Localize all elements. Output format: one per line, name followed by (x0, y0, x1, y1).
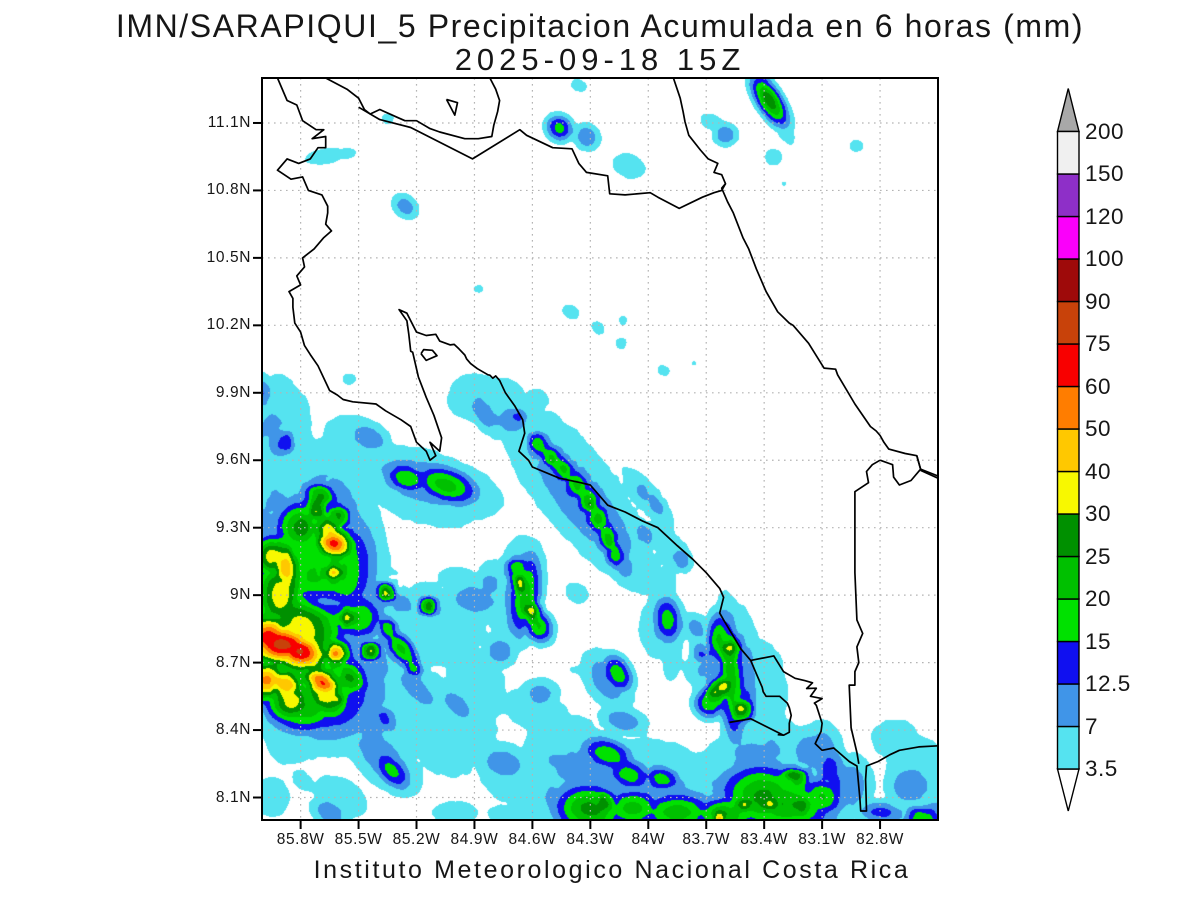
colorbar-label-150: 150 (1085, 161, 1125, 186)
colorbar-label-60: 60 (1085, 373, 1112, 399)
colorbar-band-15 (1056, 598, 1080, 643)
coastline-osa_spit (729, 717, 784, 736)
colorbar (1056, 88, 1080, 812)
colorbar-label-75: 75 (1085, 331, 1112, 356)
lon-label-85.2W: 85.2W (392, 831, 441, 848)
lat-label-8.7N: 8.7N (215, 653, 251, 671)
chart-datetime: 2025-09-18 15Z (454, 42, 746, 77)
lon-label-83.7W: 83.7W (682, 831, 731, 848)
lat-label-9N: 9N (229, 586, 251, 604)
colorbar-band-50 (1056, 385, 1080, 430)
colorbar-band-100 (1056, 215, 1080, 260)
lat-label-9.3N: 9.3N (215, 518, 251, 536)
colorbar-label-20: 20 (1085, 586, 1112, 611)
colorbar-band-30 (1056, 470, 1080, 515)
footer-institute: Instituto Meteorologico Nacional Costa R… (313, 856, 911, 884)
lat-label-10.5N: 10.5N (206, 248, 251, 266)
coastline-pacific_coast (276, 78, 938, 812)
lon-label-82.8W: 82.8W (856, 831, 904, 848)
colorbar-label-40: 40 (1085, 458, 1112, 484)
lat-label-10.2N: 10.2N (206, 316, 251, 334)
lat-label-8.1N: 8.1N (215, 788, 251, 806)
colorbar-band-120 (1056, 173, 1080, 218)
colorbar-label-3.5: 3.5 (1085, 756, 1118, 781)
coastline-lake_island (445, 98, 459, 116)
colorbar-label-100: 100 (1085, 246, 1125, 271)
colorbar-band-12.5 (1056, 640, 1080, 685)
coastline-lake_nicaragua (325, 78, 501, 140)
coastline-caribbean_coast (672, 78, 938, 477)
lat-label-10.8N: 10.8N (206, 181, 251, 199)
axis-ticks (253, 121, 882, 829)
coastline-panama_border (848, 459, 881, 764)
coastline-gulf_island (420, 348, 438, 362)
colorbar-band-20 (1056, 555, 1080, 600)
colorbar-band-7 (1056, 683, 1080, 728)
colorbar-label-12.5: 12.5 (1085, 671, 1131, 696)
colorbar-label-30: 30 (1085, 501, 1112, 526)
lon-label-84.9W: 84.9W (450, 831, 499, 848)
colorbar-below-min-triangle (1056, 768, 1080, 812)
coastline-osa_inner (749, 660, 793, 737)
lat-label-8.4N: 8.4N (215, 721, 251, 739)
colorbar-label-200: 200 (1085, 118, 1125, 144)
colorbar-band-40 (1056, 428, 1080, 473)
lon-label-84.6W: 84.6W (508, 831, 557, 848)
lat-label-9.9N: 9.9N (215, 383, 251, 401)
lon-label-84.3W: 84.3W (566, 831, 615, 848)
colorbar-label-15: 15 (1085, 628, 1112, 654)
lon-label-83.1W: 83.1W (798, 831, 847, 848)
chart-title: IMN/SARAPIQUI_5 Precipitacion Acumulada … (115, 8, 1085, 44)
coastlines (276, 78, 938, 812)
colorbar-above-max-triangle (1056, 88, 1080, 133)
lat-label-11.1N: 11.1N (207, 113, 251, 131)
map-frame (261, 77, 939, 821)
precipitation-field-canvas (262, 78, 938, 820)
colorbar-band-60 (1056, 343, 1080, 388)
colorbar-label-50: 50 (1085, 416, 1112, 441)
coastline-nicaragua_border (358, 106, 727, 210)
lon-label-85.5W: 85.5W (334, 831, 383, 848)
colorbar-band-25 (1056, 513, 1080, 558)
lat-label-9.6N: 9.6N (215, 451, 251, 469)
lon-label-84W: 84W (631, 831, 666, 848)
coastline-bocas_lagoon (879, 455, 922, 486)
colorbar-label-7: 7 (1085, 713, 1099, 739)
lon-label-83.4W: 83.4W (740, 831, 789, 848)
coastline-bocas_spur (920, 469, 938, 479)
colorbar-label-90: 90 (1085, 288, 1112, 314)
lon-label-85.8W: 85.8W (276, 831, 325, 848)
colorbar-band-3.5 (1056, 725, 1080, 770)
colorbar-band-90 (1056, 258, 1080, 303)
colorbar-label-120: 120 (1085, 203, 1125, 229)
graticule-gridlines (262, 78, 938, 820)
colorbar-band-150 (1056, 130, 1080, 175)
colorbar-label-25: 25 (1085, 543, 1112, 569)
colorbar-band-75 (1056, 300, 1080, 345)
